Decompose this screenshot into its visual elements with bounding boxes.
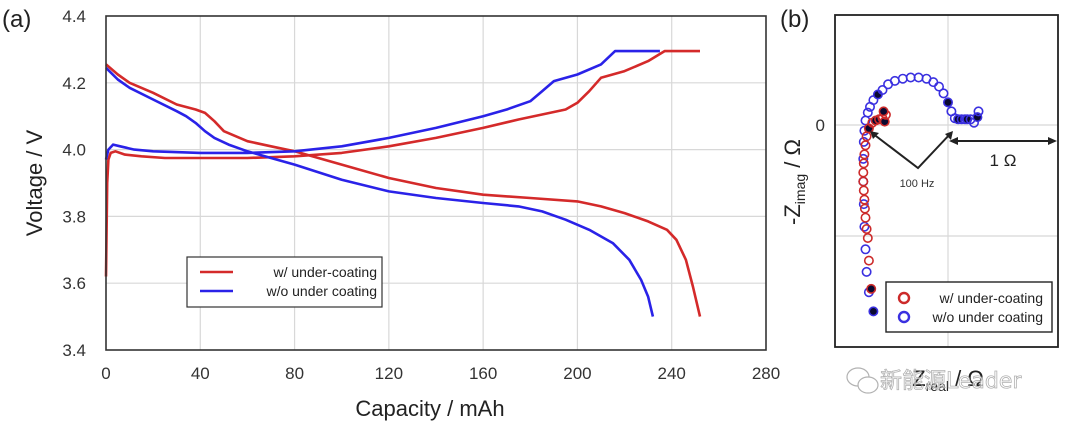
panel-a-y-tick: 3.6 <box>62 274 86 293</box>
panel-b-series <box>858 72 984 317</box>
arrowhead-left-icon <box>949 137 958 145</box>
data-point-w-under-coating <box>858 185 869 196</box>
panel-a-x-tick: 240 <box>658 364 686 383</box>
data-point-w-under-coating <box>859 149 870 160</box>
legend-marker-w-under-coating <box>897 291 911 305</box>
panel-a-x-tick: 200 <box>563 364 591 383</box>
data-point-w-o-under-coating <box>858 199 869 210</box>
panel-a-legend: w/ under-coating w/o under coating <box>186 256 383 308</box>
panel-a-x-ticks: 0 40 80 120 160 200 240 280 <box>101 364 780 383</box>
data-point-w-under-coating <box>858 176 869 187</box>
data-point-w-o-under-coating <box>858 153 869 164</box>
series-w-o-under-coating-discharge <box>105 66 655 317</box>
data-point-w-o-under-coating <box>861 266 872 277</box>
legend-label-w-under-coating: w/ under-coating <box>272 264 377 280</box>
series-w-o-under-coating-charge <box>104 49 660 160</box>
data-point-w-under-coating <box>860 212 871 223</box>
panel-a-y-tick: 4.4 <box>62 7 86 26</box>
watermark: 新能源Leader <box>846 367 1023 394</box>
annotation-100hz-label: 100 Hz <box>900 178 935 190</box>
wechat-logo-icon <box>846 367 879 394</box>
panel-a-x-tick: 120 <box>375 364 403 383</box>
panel-a-x-tick: 40 <box>191 364 210 383</box>
panel-b-x-axis-label: Zreal / Ω <box>912 366 984 394</box>
panel-a-y-tick: 3.4 <box>62 341 86 360</box>
arrowhead-right-icon <box>945 131 953 140</box>
panel-a-legend-box <box>186 256 383 308</box>
legend-marker-wo-under-coating <box>897 310 911 324</box>
watermark-text: 新能源Leader <box>880 369 1022 394</box>
panel-b-y-axis-label: -Zimag / Ω <box>780 139 808 225</box>
data-point-w-o-under-coating <box>933 81 944 92</box>
panel-a-y-tick: 3.8 <box>62 207 86 226</box>
data-point-w-under-coating <box>863 255 874 266</box>
panel-label-a: (a) <box>2 6 31 33</box>
annotation-100hz-arrows <box>871 132 952 170</box>
panel-a-series <box>104 49 702 317</box>
series-w-under-coating-charge <box>104 49 700 277</box>
data-point-w-o-under-coating <box>897 73 908 84</box>
arrowhead-left-icon <box>870 131 879 139</box>
legend-label-wo-under-coating-b: w/o under coating <box>931 309 1043 325</box>
panel-b: (b) 0 100 Hz 1 Ω w/ under-coating <box>780 6 1059 394</box>
annotation-100hz: 100 Hz <box>870 131 953 190</box>
panel-b-x-axis-label-text: Zreal / Ω <box>912 366 984 394</box>
panel-label-b: (b) <box>780 6 809 33</box>
data-point-w-o-under-coating <box>859 221 870 232</box>
data-point-w-under-coating <box>866 283 877 294</box>
panel-a-y-ticks: 3.4 3.6 3.8 4.0 4.2 4.4 <box>62 7 86 360</box>
data-point-w-under-coating <box>861 224 872 235</box>
panel-a-y-axis-label: Voltage / V <box>22 129 47 236</box>
data-point-w-o-under-coating <box>938 88 949 99</box>
panel-a-x-tick: 0 <box>101 364 110 383</box>
data-point-w-o-under-coating <box>862 107 873 118</box>
panel-a-x-tick: 160 <box>469 364 497 383</box>
arrowhead-right-icon <box>1048 137 1057 145</box>
panel-a-x-tick: 280 <box>752 364 780 383</box>
data-point-w-under-coating <box>858 167 869 178</box>
panel-a-x-axis-label: Capacity / mAh <box>355 396 504 421</box>
legend-label-w-under-coating-b: w/ under-coating <box>938 290 1043 306</box>
panel-a-x-tick: 80 <box>285 364 304 383</box>
data-point-w-o-under-coating <box>860 244 871 255</box>
panel-a-y-tick: 4.0 <box>62 141 86 160</box>
panel-b-frame <box>834 14 1059 348</box>
data-point-w-o-under-coating <box>868 306 879 317</box>
panel-b-legend: w/ under-coating w/o under coating <box>885 281 1053 333</box>
legend-label-wo-under-coating: w/o under coating <box>265 283 377 299</box>
panel-a-y-tick: 4.2 <box>62 74 86 93</box>
series-w-under-coating-discharge <box>105 63 702 317</box>
annotation-scale-bar: 1 Ω <box>949 137 1057 170</box>
panel-b-legend-box <box>885 281 1053 333</box>
data-point-w-o-under-coating <box>973 106 984 117</box>
data-point-w-o-under-coating <box>928 77 939 88</box>
panel-a: (a) 3.4 3.6 3.8 4.0 4.2 4.4 0 40 80 120 160 200 240… <box>2 6 780 421</box>
data-point-w-o-under-coating <box>942 97 953 108</box>
panel-a-frame <box>105 15 767 351</box>
panel-b-y-axis-label-text: -Zimag / Ω <box>780 139 808 225</box>
data-point-w-o-under-coating <box>877 85 888 96</box>
scale-bar-label: 1 Ω <box>990 151 1017 170</box>
panel-b-y-tick-0: 0 <box>816 116 825 135</box>
data-point-w-under-coating <box>878 106 889 117</box>
data-point-w-o-under-coating <box>889 75 900 86</box>
data-point-w-under-coating <box>862 233 873 244</box>
